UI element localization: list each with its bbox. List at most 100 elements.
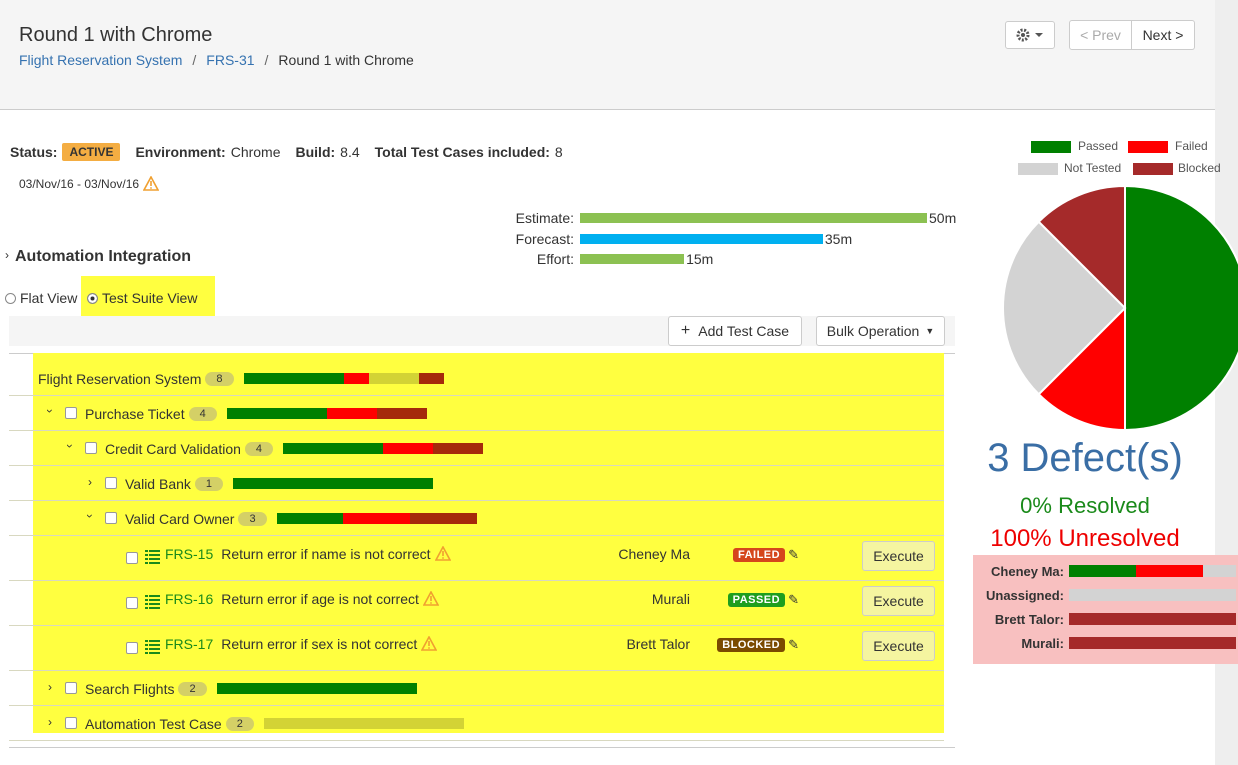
count-badge: 3: [238, 511, 267, 526]
legend: Passed Failed Not Tested Blocked: [1000, 135, 1238, 185]
count-badge: 1: [194, 476, 224, 491]
total-value: 8: [554, 144, 563, 160]
assignee: Murali: [651, 590, 690, 607]
view-radio[interactable]: Test Suite View: [87, 290, 197, 306]
legend-label: Failed: [1175, 139, 1208, 153]
tree-node: › Search Flights 2: [9, 671, 944, 706]
time-bar: [580, 213, 927, 223]
section-title: Automation Integration: [15, 248, 191, 265]
node-name: Flight Reservation System: [38, 370, 202, 387]
checkbox[interactable]: [126, 597, 138, 609]
next-button[interactable]: Next >: [1132, 20, 1195, 50]
view-label: Flat View: [20, 290, 78, 306]
edit-icon[interactable]: ✎: [788, 546, 799, 562]
progress-segment: [343, 373, 369, 384]
progress-segment: [376, 408, 427, 419]
test-row: FRS-15 Return error if name is not correc…: [9, 536, 944, 581]
checkbox[interactable]: [105, 477, 117, 489]
node-name: Purchase Ticket: [85, 405, 185, 422]
status-label: PASSED: [727, 592, 786, 607]
test-content: FRS-17 Return error if sex is not correct: [165, 626, 438, 661]
resolved: 0% Resolved: [1020, 493, 1150, 518]
warning-triangle: [142, 175, 160, 191]
legend-swatch: [1018, 163, 1058, 175]
edit-icon[interactable]: ✎: [788, 636, 799, 652]
assignee-name: Unassigned:: [985, 588, 1064, 603]
checkbox[interactable]: [65, 682, 77, 694]
test-key[interactable]: FRS-15: [165, 545, 214, 562]
warning-icon: [420, 635, 438, 651]
warning-icon: [422, 590, 440, 606]
progress-segment: [383, 443, 434, 454]
legend-label: Not Tested: [1064, 161, 1122, 175]
warning-triangle: [420, 635, 438, 651]
progress-bar: [226, 408, 427, 419]
assignee-segment: [1069, 637, 1236, 649]
expand-toggle[interactable]: ›: [48, 715, 52, 729]
assignee-name: Cheney Ma:: [991, 564, 1064, 579]
execute-button[interactable]: Execute: [862, 585, 935, 616]
environment-value: Chrome: [230, 144, 281, 160]
assignee-segment: [1069, 589, 1236, 601]
node-name: Valid Bank: [125, 475, 191, 492]
expand-toggle[interactable]: ›: [63, 444, 77, 448]
add-test-case-button[interactable]: + Add Test Case: [668, 316, 802, 346]
expand-toggle[interactable]: ›: [83, 514, 97, 518]
build-value: 8.4: [340, 144, 360, 160]
test-key[interactable]: FRS-17: [165, 635, 214, 652]
progress-segment: [433, 443, 484, 454]
time-value: 35m: [824, 230, 853, 247]
test-title: Return error if sex is not correct: [221, 635, 418, 652]
checkbox[interactable]: [126, 642, 138, 654]
count-badge: 8: [205, 371, 234, 386]
breadcrumb-separator: /: [192, 52, 197, 68]
progress-segment: [263, 718, 464, 729]
radio: [5, 292, 16, 304]
progress-segment: [233, 478, 434, 489]
checkbox[interactable]: [126, 552, 138, 564]
tree-node: › Valid Card Owner 3: [9, 501, 944, 536]
time-label: Forecast:: [515, 230, 574, 247]
bulk-label: Bulk Operation: [826, 323, 920, 339]
progress-segment: [343, 513, 410, 524]
add-label: Add Test Case: [698, 323, 790, 339]
assignee-segment: [1069, 613, 1236, 625]
expand-toggle[interactable]: ›: [43, 409, 57, 413]
breadcrumb-item[interactable]: FRS-31: [206, 52, 255, 68]
progress-bar: [243, 373, 444, 384]
pie-slice: [1124, 184, 1238, 432]
status-wrap: BLOCKED ✎: [717, 637, 799, 653]
breadcrumb-separator: /: [264, 52, 269, 68]
progress-segment: [368, 373, 419, 384]
time-label: Effort:: [536, 251, 574, 267]
breadcrumb-item[interactable]: Flight Reservation System: [19, 52, 183, 68]
node-content: Automation Test Case 2: [85, 706, 464, 741]
warning-triangle: [422, 590, 440, 606]
legend-swatch: [1031, 141, 1071, 153]
header-bg: [0, 0, 1215, 110]
test-title: Return error if age is not correct: [221, 590, 419, 607]
time-label: Estimate:: [515, 210, 574, 226]
settings-button[interactable]: [1005, 21, 1055, 49]
date-range: 03/Nov/16 - 03/Nov/16: [19, 176, 140, 191]
time-value: 50m: [929, 210, 957, 226]
checkbox[interactable]: [85, 442, 97, 454]
test-key[interactable]: FRS-16: [165, 590, 214, 607]
expand-toggle[interactable]: ›: [48, 680, 52, 694]
legend-label: Passed: [1078, 139, 1119, 153]
checkbox[interactable]: [65, 407, 77, 419]
checkbox[interactable]: [105, 512, 117, 524]
checkbox[interactable]: [65, 717, 77, 729]
progress-segment: [243, 373, 344, 384]
execute-button[interactable]: Execute: [862, 630, 935, 661]
execute-button[interactable]: Execute: [862, 540, 935, 571]
assignee: Cheney Ma: [618, 545, 690, 562]
expand-toggle[interactable]: ›: [88, 475, 92, 489]
bulk-operation-button[interactable]: Bulk Operation ▼: [816, 316, 945, 346]
view-radio[interactable]: Flat View: [5, 290, 77, 306]
count-badge: 2: [178, 681, 207, 696]
legend-label: Blocked: [1178, 161, 1221, 175]
status-label: FAILED: [732, 547, 786, 562]
edit-icon[interactable]: ✎: [788, 591, 799, 607]
node-content: Purchase Ticket 4: [85, 396, 427, 431]
